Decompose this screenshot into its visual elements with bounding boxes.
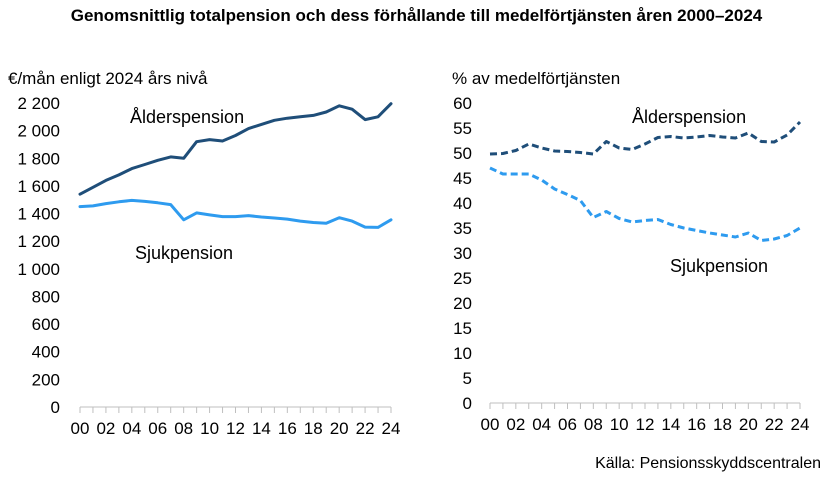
x-tick-label: 20 <box>739 415 758 434</box>
y-tick-label: 50 <box>453 144 472 163</box>
series-label-alderspension: Ålderspension <box>130 107 244 127</box>
y-tick-label: 40 <box>453 194 472 213</box>
x-tick-label: 16 <box>278 419 297 438</box>
x-tick-label: 24 <box>791 415 810 434</box>
x-tick-label: 22 <box>765 415 784 434</box>
y-tick-label: 35 <box>453 219 472 238</box>
y-tick-label: 2 200 <box>17 94 60 113</box>
x-tick-label: 18 <box>713 415 732 434</box>
x-tick-label: 00 <box>481 415 500 434</box>
x-tick-label: 14 <box>661 415 680 434</box>
x-tick-label: 16 <box>687 415 706 434</box>
x-tick-label: 12 <box>636 415 655 434</box>
x-tick-label: 02 <box>96 419 115 438</box>
right-chart-panel: % av medelförtjänsten 0 5 10 15 20 25 30 35 40 45 5… <box>452 69 809 434</box>
x-tick-label: 18 <box>304 419 323 438</box>
y-tick-label: 1 600 <box>17 177 60 196</box>
series-line-sjukpension <box>78 198 393 229</box>
y-tick-label: 1 200 <box>17 232 60 251</box>
y-tick-label: 2 000 <box>17 122 60 141</box>
x-tick-label: 20 <box>330 419 349 438</box>
x-tick-label: 12 <box>226 419 245 438</box>
x-tick-label: 06 <box>148 419 167 438</box>
x-tick-label: 10 <box>610 415 629 434</box>
y-tick-label: 15 <box>453 319 472 338</box>
y-tick-label: 600 <box>32 315 60 334</box>
x-tick-label: 10 <box>200 419 219 438</box>
x-tick-label: 00 <box>71 419 90 438</box>
x-tick-label: 24 <box>382 419 401 438</box>
x-tick-label: 08 <box>584 415 603 434</box>
x-tick-label: 04 <box>532 415 551 434</box>
y-axis-label: €/mån enligt 2024 års nivå <box>8 69 208 88</box>
series-line-sjukpension <box>489 166 801 242</box>
x-tick-label: 22 <box>356 419 375 438</box>
x-tick-label: 02 <box>506 415 525 434</box>
y-tick-label: 25 <box>453 269 472 288</box>
y-tick-label: 60 <box>453 94 472 113</box>
y-tick-label: 20 <box>453 294 472 313</box>
series-label-alderspension: Ålderspension <box>632 107 746 127</box>
x-tick-label: 14 <box>252 419 271 438</box>
series-label-sjukpension: Sjukpension <box>135 243 233 263</box>
series-label-sjukpension: Sjukpension <box>670 256 768 276</box>
y-tick-label: 10 <box>453 344 472 363</box>
y-tick-label: 400 <box>32 343 60 362</box>
y-tick-label: 1 800 <box>17 149 60 168</box>
y-tick-label: 5 <box>463 369 472 388</box>
series-line-alderspension <box>489 120 802 156</box>
left-chart-panel: €/mån enligt 2024 års nivå02004006008001… <box>8 69 400 438</box>
y-tick-label: 1 000 <box>17 260 60 279</box>
y-tick-label: 0 <box>463 394 472 413</box>
y-tick-label: 45 <box>453 169 472 188</box>
x-tick-label: 08 <box>174 419 193 438</box>
series-line-alderspension <box>78 102 393 196</box>
y-tick-label: 55 <box>453 119 472 138</box>
y-tick-label: 800 <box>32 287 60 306</box>
y-tick-label: 200 <box>32 370 60 389</box>
x-tick-label: 06 <box>558 415 577 434</box>
chart-title: Genomsnittlig totalpension och dess förh… <box>70 6 763 25</box>
x-tick-label: 04 <box>122 419 141 438</box>
y-tick-label: 1 400 <box>17 205 60 224</box>
source-note: Källa: Pensionsskyddscentralen <box>595 455 821 472</box>
y-axis-label: % av medelförtjänsten <box>452 69 620 88</box>
y-tick-label: 0 <box>51 398 60 417</box>
y-tick-label: 30 <box>453 244 472 263</box>
